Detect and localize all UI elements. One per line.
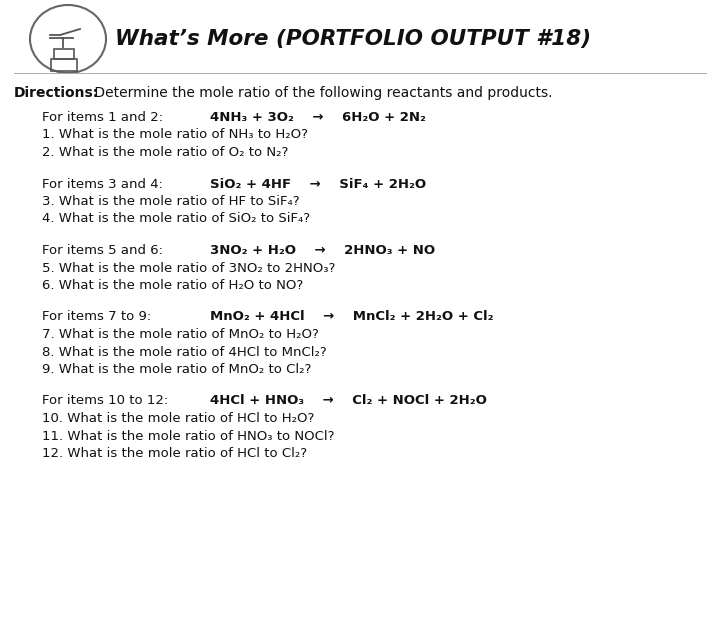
Text: For items 7 to 9:: For items 7 to 9:	[42, 310, 151, 324]
Text: For items 5 and 6:: For items 5 and 6:	[42, 244, 163, 257]
Text: 3. What is the mole ratio of HF to SiF₄?: 3. What is the mole ratio of HF to SiF₄?	[42, 195, 300, 208]
Text: 4. What is the mole ratio of SiO₂ to SiF₄?: 4. What is the mole ratio of SiO₂ to SiF…	[42, 212, 310, 226]
Text: 2. What is the mole ratio of O₂ to N₂?: 2. What is the mole ratio of O₂ to N₂?	[42, 146, 289, 159]
Text: 6. What is the mole ratio of H₂O to NO?: 6. What is the mole ratio of H₂O to NO?	[42, 279, 303, 292]
Text: 9. What is the mole ratio of MnO₂ to Cl₂?: 9. What is the mole ratio of MnO₂ to Cl₂…	[42, 363, 311, 376]
Text: 12. What is the mole ratio of HCl to Cl₂?: 12. What is the mole ratio of HCl to Cl₂…	[42, 447, 307, 460]
Text: For items 10 to 12:: For items 10 to 12:	[42, 394, 168, 408]
Bar	[54, 49, 74, 59]
Bar	[51, 59, 77, 71]
Text: Determine the mole ratio of the following reactants and products.: Determine the mole ratio of the followin…	[90, 86, 552, 100]
Text: What’s More (PORTFOLIO OUTPUT #18): What’s More (PORTFOLIO OUTPUT #18)	[115, 29, 591, 49]
Text: 1. What is the mole ratio of NH₃ to H₂O?: 1. What is the mole ratio of NH₃ to H₂O?	[42, 128, 308, 141]
Text: Directions:: Directions:	[14, 86, 99, 100]
Text: 5. What is the mole ratio of 3NO₂ to 2HNO₃?: 5. What is the mole ratio of 3NO₂ to 2HN…	[42, 261, 336, 275]
Text: 3NO₂ + H₂O    →    2HNO₃ + NO: 3NO₂ + H₂O → 2HNO₃ + NO	[210, 244, 435, 257]
Text: SiO₂ + 4HF    →    SiF₄ + 2H₂O: SiO₂ + 4HF → SiF₄ + 2H₂O	[210, 177, 426, 191]
Text: 11. What is the mole ratio of HNO₃ to NOCl?: 11. What is the mole ratio of HNO₃ to NO…	[42, 429, 335, 443]
Text: MnO₂ + 4HCl    →    MnCl₂ + 2H₂O + Cl₂: MnO₂ + 4HCl → MnCl₂ + 2H₂O + Cl₂	[210, 310, 493, 324]
Text: 8. What is the mole ratio of 4HCl to MnCl₂?: 8. What is the mole ratio of 4HCl to MnC…	[42, 345, 327, 359]
Text: For items 3 and 4:: For items 3 and 4:	[42, 177, 163, 191]
Text: 4NH₃ + 3O₂    →    6H₂O + 2N₂: 4NH₃ + 3O₂ → 6H₂O + 2N₂	[210, 111, 426, 124]
Text: 4HCl + HNO₃    →    Cl₂ + NOCl + 2H₂O: 4HCl + HNO₃ → Cl₂ + NOCl + 2H₂O	[210, 394, 487, 408]
Text: 10. What is the mole ratio of HCl to H₂O?: 10. What is the mole ratio of HCl to H₂O…	[42, 412, 315, 425]
Text: For items 1 and 2:: For items 1 and 2:	[42, 111, 163, 124]
Text: 7. What is the mole ratio of MnO₂ to H₂O?: 7. What is the mole ratio of MnO₂ to H₂O…	[42, 328, 319, 341]
